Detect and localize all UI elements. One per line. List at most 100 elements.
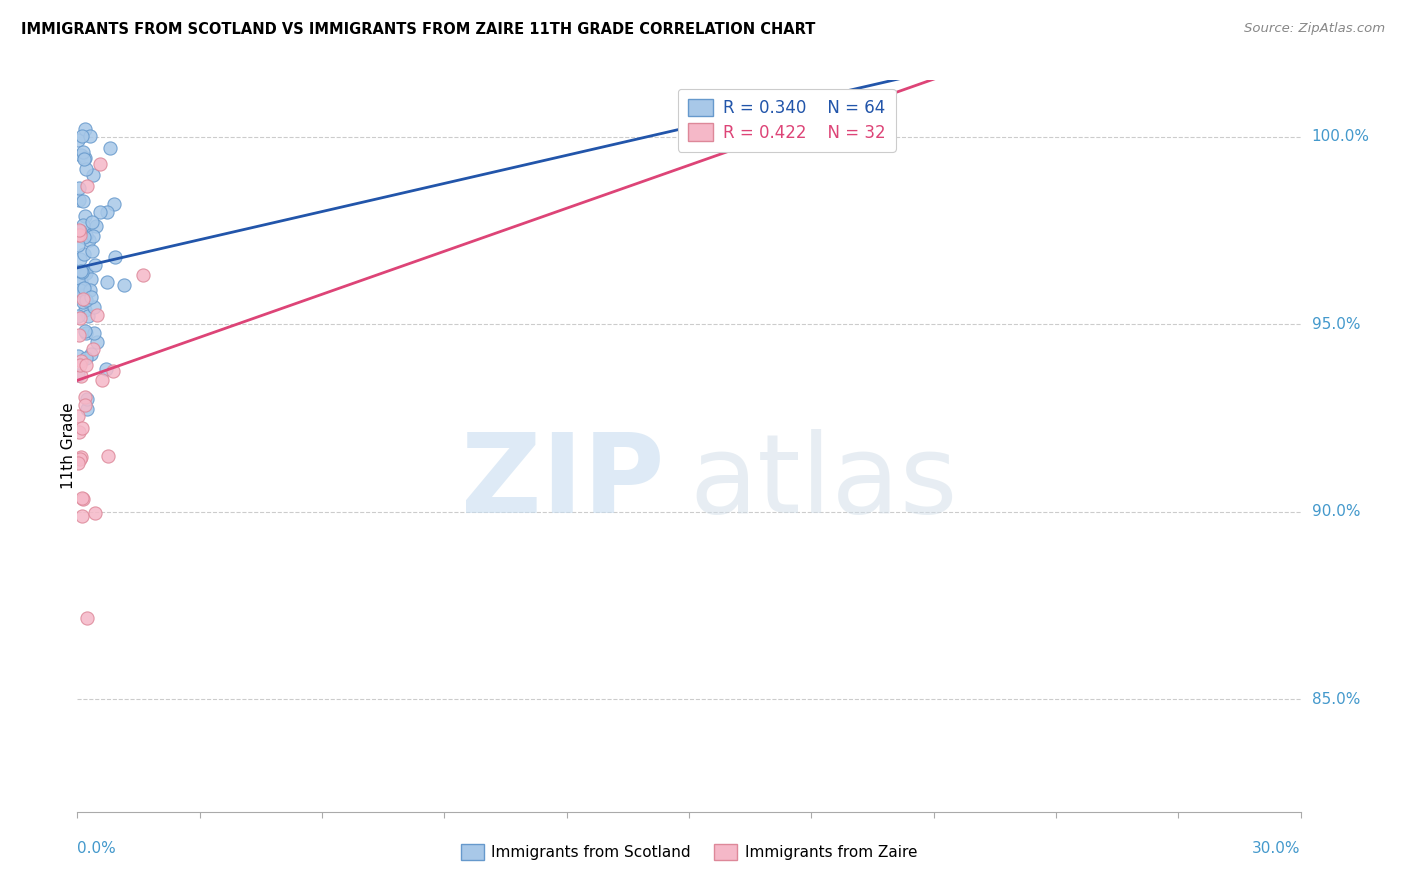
Text: 100.0%: 100.0%: [1312, 129, 1369, 144]
Text: atlas: atlas: [689, 429, 957, 536]
Point: [131, 268, 153, 282]
Point: [83, 300, 105, 314]
Point: [72, 292, 94, 306]
Point: [72, 194, 94, 209]
Point: [73, 151, 96, 165]
Text: IMMIGRANTS FROM SCOTLAND VS IMMIGRANTS FROM ZAIRE 11TH GRADE CORRELATION CHART: IMMIGRANTS FROM SCOTLAND VS IMMIGRANTS F…: [21, 22, 815, 37]
Point: [72, 219, 94, 233]
Point: [66, 238, 89, 252]
Point: [104, 251, 127, 265]
Point: [67, 133, 90, 147]
Point: [67, 328, 90, 343]
Text: 30.0%: 30.0%: [1253, 841, 1301, 856]
Point: [84, 258, 107, 272]
Point: [73, 398, 96, 412]
Text: 90.0%: 90.0%: [1312, 504, 1360, 519]
Point: [83, 326, 105, 341]
Point: [76, 392, 98, 406]
Point: [79, 129, 101, 144]
Point: [73, 324, 96, 338]
Point: [82, 215, 104, 229]
Point: [90, 373, 112, 387]
Point: [66, 457, 89, 471]
Point: [75, 227, 97, 242]
Point: [77, 233, 100, 247]
Point: [75, 351, 97, 366]
Point: [72, 145, 94, 159]
Point: [66, 228, 89, 243]
Point: [97, 449, 120, 463]
Point: [82, 229, 104, 244]
Point: [69, 224, 91, 238]
Point: [69, 310, 91, 325]
Point: [69, 275, 91, 289]
Point: [72, 294, 94, 309]
Point: [66, 409, 89, 424]
Point: [69, 252, 91, 266]
Point: [75, 209, 97, 223]
Point: [67, 194, 90, 208]
Point: [73, 303, 96, 318]
Point: [70, 353, 93, 368]
Point: [72, 492, 94, 507]
Point: [73, 153, 96, 167]
Point: [70, 369, 93, 384]
Point: [66, 277, 89, 291]
Point: [69, 227, 91, 242]
Point: [75, 293, 97, 307]
Point: [101, 364, 124, 378]
Point: [70, 147, 93, 161]
Point: [73, 230, 96, 244]
Point: [69, 358, 91, 372]
Point: [96, 275, 118, 289]
Point: [80, 244, 103, 258]
Point: [72, 282, 94, 296]
Point: [70, 289, 93, 303]
Point: [96, 205, 118, 219]
Point: [76, 309, 98, 323]
Point: [759, 129, 782, 144]
Point: [70, 128, 93, 143]
Point: [67, 223, 90, 237]
Point: [70, 265, 93, 279]
Point: [75, 358, 97, 372]
Point: [70, 450, 93, 465]
Point: [75, 161, 97, 176]
Text: 0.0%: 0.0%: [77, 841, 117, 856]
Point: [67, 425, 90, 439]
Text: ZIP: ZIP: [461, 429, 665, 536]
Point: [70, 421, 93, 435]
Point: [76, 611, 98, 625]
Point: [82, 168, 104, 182]
Point: [112, 277, 135, 292]
Text: 95.0%: 95.0%: [1312, 317, 1360, 332]
Point: [69, 452, 91, 467]
Point: [86, 308, 108, 322]
Text: 85.0%: 85.0%: [1312, 691, 1360, 706]
Point: [76, 401, 98, 416]
Point: [80, 347, 103, 361]
Point: [70, 509, 93, 524]
Point: [89, 205, 111, 219]
Y-axis label: 11th Grade: 11th Grade: [62, 402, 76, 490]
Point: [82, 342, 104, 356]
Point: [70, 491, 93, 505]
Point: [103, 197, 125, 211]
Point: [73, 247, 96, 261]
Point: [75, 266, 97, 280]
Point: [73, 266, 96, 280]
Point: [79, 284, 101, 298]
Point: [73, 281, 96, 295]
Point: [89, 157, 111, 171]
Point: [67, 181, 90, 195]
Point: [70, 264, 93, 278]
Point: [76, 178, 98, 193]
Point: [98, 140, 121, 154]
Point: [80, 272, 103, 286]
Point: [69, 283, 91, 297]
Point: [75, 326, 97, 340]
Point: [96, 362, 118, 376]
Point: [75, 390, 97, 404]
Text: Source: ZipAtlas.com: Source: ZipAtlas.com: [1244, 22, 1385, 36]
Point: [73, 122, 96, 136]
